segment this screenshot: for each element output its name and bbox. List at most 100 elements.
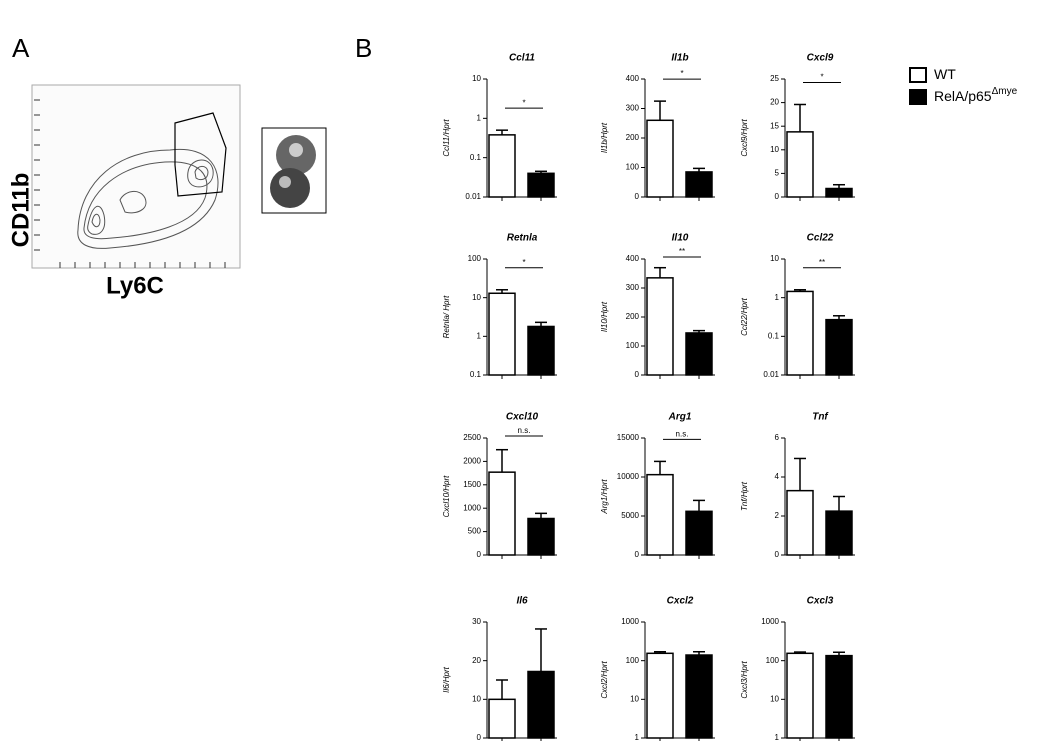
y-tick-label: 300 bbox=[626, 283, 640, 292]
y-tick-label: 0 bbox=[775, 550, 780, 559]
y-tick-label: 10 bbox=[770, 145, 779, 154]
y-axis-label: Retnla/ Hprt bbox=[442, 295, 451, 338]
chart-title: Il10 bbox=[672, 233, 689, 244]
y-tick-label: 200 bbox=[626, 133, 640, 142]
significance-label: ** bbox=[819, 258, 825, 267]
y-tick-label: 1000 bbox=[761, 617, 779, 626]
y-tick-label: 0 bbox=[775, 192, 780, 201]
y-tick-label: 15 bbox=[770, 121, 779, 130]
significance-label: * bbox=[522, 258, 525, 267]
bar bbox=[685, 510, 713, 556]
panel-label: A bbox=[12, 33, 30, 63]
y-axis-label: Ccl11/Hprt bbox=[442, 119, 451, 157]
y-tick-label: 0 bbox=[635, 370, 640, 379]
y-tick-label: 500 bbox=[468, 527, 482, 536]
legend-swatch bbox=[909, 67, 927, 83]
bar bbox=[685, 654, 713, 739]
bar bbox=[488, 698, 516, 739]
bar bbox=[527, 517, 555, 556]
y-axis-label: Cxcl9/Hprt bbox=[740, 119, 749, 157]
bar bbox=[825, 510, 853, 556]
chart-title: Il1b bbox=[671, 53, 688, 64]
bar bbox=[685, 332, 713, 376]
y-axis-label: Cxcl2/Hprt bbox=[600, 661, 609, 699]
y-axis-label: Arg1/Hprt bbox=[600, 479, 609, 515]
bar bbox=[527, 670, 555, 739]
chart-title: Tnf bbox=[812, 412, 829, 423]
bar bbox=[488, 471, 516, 556]
bar bbox=[786, 131, 814, 198]
y-tick-label: 10 bbox=[472, 293, 481, 302]
y-tick-label: 1500 bbox=[463, 480, 481, 489]
flow-plot bbox=[31, 84, 327, 269]
y-axis-label: Ccl22/Hprt bbox=[740, 297, 749, 336]
y-tick-label: 1 bbox=[775, 733, 780, 741]
chart-title: Retnla bbox=[507, 233, 538, 244]
y-tick-label: 1 bbox=[635, 733, 640, 741]
bar bbox=[646, 119, 674, 198]
y-axis-label: Cxcl10/Hprt bbox=[442, 475, 451, 518]
chart-title: Cxcl10 bbox=[506, 412, 539, 423]
y-tick-label: 20 bbox=[472, 656, 481, 665]
bar bbox=[488, 292, 516, 376]
flow-x-label: Ly6C bbox=[106, 272, 164, 299]
bar bbox=[527, 325, 555, 376]
y-tick-label: 10 bbox=[472, 694, 481, 703]
y-tick-label: 100 bbox=[626, 656, 640, 665]
y-tick-label: 0 bbox=[635, 192, 640, 201]
bar bbox=[685, 171, 713, 198]
y-tick-label: 400 bbox=[626, 254, 640, 263]
significance-label: n.s. bbox=[676, 430, 689, 439]
significance-label: ** bbox=[679, 247, 685, 256]
y-tick-label: 0 bbox=[477, 550, 482, 559]
flow-y-label: CD11b bbox=[7, 173, 34, 248]
legend-superscript: Δmye bbox=[992, 86, 1018, 97]
legend-label: RelA/p65Δmye bbox=[934, 86, 1018, 104]
bar bbox=[825, 318, 853, 376]
chart-title: Cxcl2 bbox=[667, 596, 694, 607]
y-tick-label: 1 bbox=[477, 113, 482, 122]
significance-label: * bbox=[680, 69, 683, 78]
y-tick-label: 1000 bbox=[621, 617, 639, 626]
y-tick-label: 0.1 bbox=[470, 153, 482, 162]
y-tick-label: 20 bbox=[770, 98, 779, 107]
y-tick-label: 2500 bbox=[463, 433, 481, 442]
chart-title: Ccl11 bbox=[509, 53, 535, 64]
y-tick-label: 0.1 bbox=[768, 331, 780, 340]
y-tick-label: 10 bbox=[630, 694, 639, 703]
y-tick-label: 0 bbox=[477, 733, 482, 741]
bar bbox=[646, 277, 674, 376]
y-tick-label: 2 bbox=[775, 511, 780, 520]
y-axis-label: Il10/Hprt bbox=[600, 301, 609, 332]
y-tick-label: 100 bbox=[626, 163, 640, 172]
bar bbox=[825, 654, 853, 739]
legend-name: WT bbox=[934, 66, 956, 82]
bar bbox=[646, 652, 674, 739]
bar bbox=[825, 187, 853, 198]
y-axis-label: Il6/Hprt bbox=[442, 666, 451, 693]
significance-label: n.s. bbox=[518, 426, 531, 435]
y-axis-label: Cxcl3/Hprt bbox=[740, 661, 749, 699]
chart-title: Ccl22 bbox=[807, 233, 834, 244]
y-tick-label: 100 bbox=[766, 656, 780, 665]
y-tick-label: 100 bbox=[626, 341, 640, 350]
y-tick-label: 15000 bbox=[617, 433, 640, 442]
chart-title: Il6 bbox=[516, 596, 528, 607]
chart-title: Arg1 bbox=[668, 412, 692, 423]
y-axis-label: Il1b/Hprt bbox=[600, 122, 609, 153]
significance-label: * bbox=[522, 98, 525, 107]
y-tick-label: 100 bbox=[468, 254, 482, 263]
y-tick-label: 400 bbox=[626, 74, 640, 83]
y-tick-label: 0.01 bbox=[763, 370, 779, 379]
y-tick-label: 300 bbox=[626, 104, 640, 113]
y-tick-label: 2000 bbox=[463, 457, 481, 466]
y-tick-label: 5000 bbox=[621, 511, 639, 520]
y-tick-label: 1 bbox=[775, 293, 780, 302]
y-tick-label: 30 bbox=[472, 617, 481, 626]
chart-title: Cxcl9 bbox=[807, 53, 834, 64]
bar bbox=[786, 290, 814, 376]
y-tick-label: 6 bbox=[775, 433, 780, 442]
bar bbox=[488, 134, 516, 198]
bar bbox=[786, 652, 814, 739]
